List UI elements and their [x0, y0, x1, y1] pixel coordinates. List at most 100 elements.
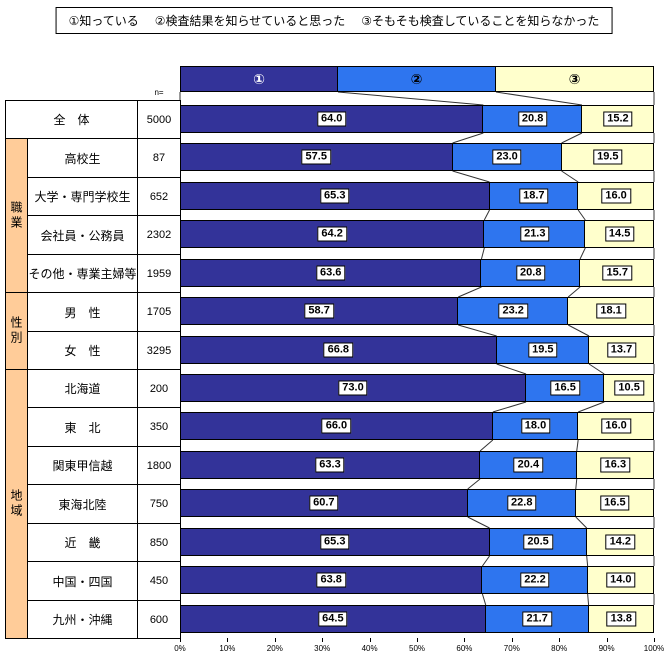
row-n: 3295 [137, 331, 181, 370]
group-cell-職業: 職業 [5, 138, 28, 293]
value-label: 16.5 [600, 495, 630, 511]
value-label: 16.0 [601, 418, 631, 434]
row-label: 北海道 [27, 369, 138, 408]
value-label: 21.7 [522, 611, 552, 627]
legend-item-1: ①知っている [68, 14, 139, 28]
x-axis-tick-label: 50% [408, 644, 426, 653]
value-label: 64.5 [318, 611, 348, 627]
value-label: 14.5 [604, 226, 635, 242]
x-axis-tick [180, 638, 181, 642]
row-label: 高校生 [27, 138, 138, 178]
value-label: 13.7 [606, 342, 637, 358]
value-label: 13.8 [606, 611, 636, 627]
x-axis-tick [511, 638, 513, 642]
x-axis-tick-label: 60% [456, 644, 473, 653]
header-series-1: ① [180, 66, 338, 92]
value-label: 65.3 [320, 534, 350, 550]
row-label: 東海北陸 [27, 484, 138, 524]
legend-item-3: ③そもそも検査していることを知らなかった [361, 14, 600, 28]
value-label: 20.4 [513, 457, 544, 473]
value-label: 63.6 [316, 265, 346, 281]
value-label: 20.8 [517, 111, 548, 127]
row-n: 600 [137, 600, 181, 639]
row-label: 男 性 [27, 292, 138, 332]
row-label: 会社員・公務員 [27, 215, 138, 255]
value-label: 18.0 [520, 418, 551, 434]
value-label: 14.0 [606, 572, 636, 588]
x-axis-tick-label: 70% [503, 644, 520, 653]
row-label: 関東甲信越 [27, 446, 138, 485]
value-label: 66.0 [321, 418, 352, 434]
value-label: 23.2 [498, 303, 528, 319]
value-label: 18.1 [596, 303, 626, 319]
row-n: 350 [137, 407, 181, 447]
value-label: 65.3 [320, 188, 350, 204]
row-n: 1959 [137, 254, 181, 293]
x-axis-tick [417, 638, 418, 642]
value-label: 60.7 [309, 495, 339, 511]
row-label: その他・専業主婦等 [27, 254, 138, 293]
value-label: 20.5 [523, 534, 553, 550]
row-label: 女 性 [27, 331, 138, 370]
row-label: 中国・四国 [27, 561, 138, 601]
value-label: 19.5 [593, 149, 623, 165]
value-label: 16.5 [550, 380, 580, 396]
value-label: 15.2 [603, 111, 633, 127]
value-label: 10.5 [614, 380, 644, 396]
x-axis-tick [654, 638, 655, 642]
value-label: 16.0 [601, 188, 631, 204]
bar-segment [180, 528, 490, 556]
x-axis-tick-label: 0% [174, 644, 186, 653]
x-axis-tick [606, 638, 608, 642]
value-label: 18.7 [519, 188, 549, 204]
legend-item-2: ②検査結果を知らせていると思った [154, 14, 346, 28]
row-n: 850 [137, 523, 181, 562]
value-label: 20.8 [516, 265, 546, 281]
value-label: 66.8 [323, 342, 354, 358]
row-n: 750 [137, 484, 181, 524]
n-column-header: n= [154, 88, 164, 97]
value-label: 22.2 [520, 572, 550, 588]
x-axis-tick [274, 638, 276, 642]
header-series-2: ② [338, 66, 496, 92]
row-label: 九州・沖縄 [27, 600, 138, 639]
row-n: 200 [137, 369, 181, 408]
value-label: 63.8 [316, 572, 346, 588]
row-label: 東 北 [27, 407, 138, 447]
value-label: 19.5 [528, 342, 558, 358]
row-n: 652 [137, 177, 181, 216]
x-axis-tick [369, 638, 371, 642]
x-axis-tick-label: 40% [361, 644, 378, 653]
x-axis-tick-label: 90% [598, 644, 615, 653]
group-cell-性別: 性別 [5, 292, 28, 370]
value-label: 58.7 [304, 303, 334, 319]
value-label: 14.2 [605, 534, 636, 550]
bar-segment [496, 336, 590, 364]
row-n: 87 [137, 138, 181, 178]
row-n: 2302 [137, 215, 181, 255]
value-label: 15.7 [602, 265, 632, 281]
row-n: 1705 [137, 292, 181, 332]
header-series-3: ③ [496, 66, 654, 92]
legend: ①知っている ②検査結果を知らせていると思った ③そもそも検査していることを知ら… [55, 7, 613, 34]
group-cell-地域: 地域 [5, 369, 28, 639]
value-label: 57.5 [301, 149, 331, 165]
row-n: 5000 [137, 100, 181, 139]
x-axis-tick-label: 100% [643, 644, 665, 653]
bar-segment [581, 105, 654, 133]
x-axis-tick [464, 638, 466, 642]
value-label: 21.3 [520, 226, 550, 242]
row-label: 大学・専門学校生 [27, 177, 138, 216]
row-n: 1800 [137, 446, 181, 485]
x-axis-tick [322, 638, 324, 642]
bar-segment [481, 259, 581, 287]
x-axis-tick-label: 80% [551, 644, 568, 653]
bar-segment [589, 336, 654, 364]
value-label: 63.3 [315, 457, 345, 473]
x-axis-tick-label: 10% [219, 644, 236, 653]
row-label: 全 体 [5, 100, 138, 139]
x-axis-tick [559, 638, 561, 642]
x-axis-tick [227, 638, 229, 642]
row-n: 450 [137, 561, 181, 601]
